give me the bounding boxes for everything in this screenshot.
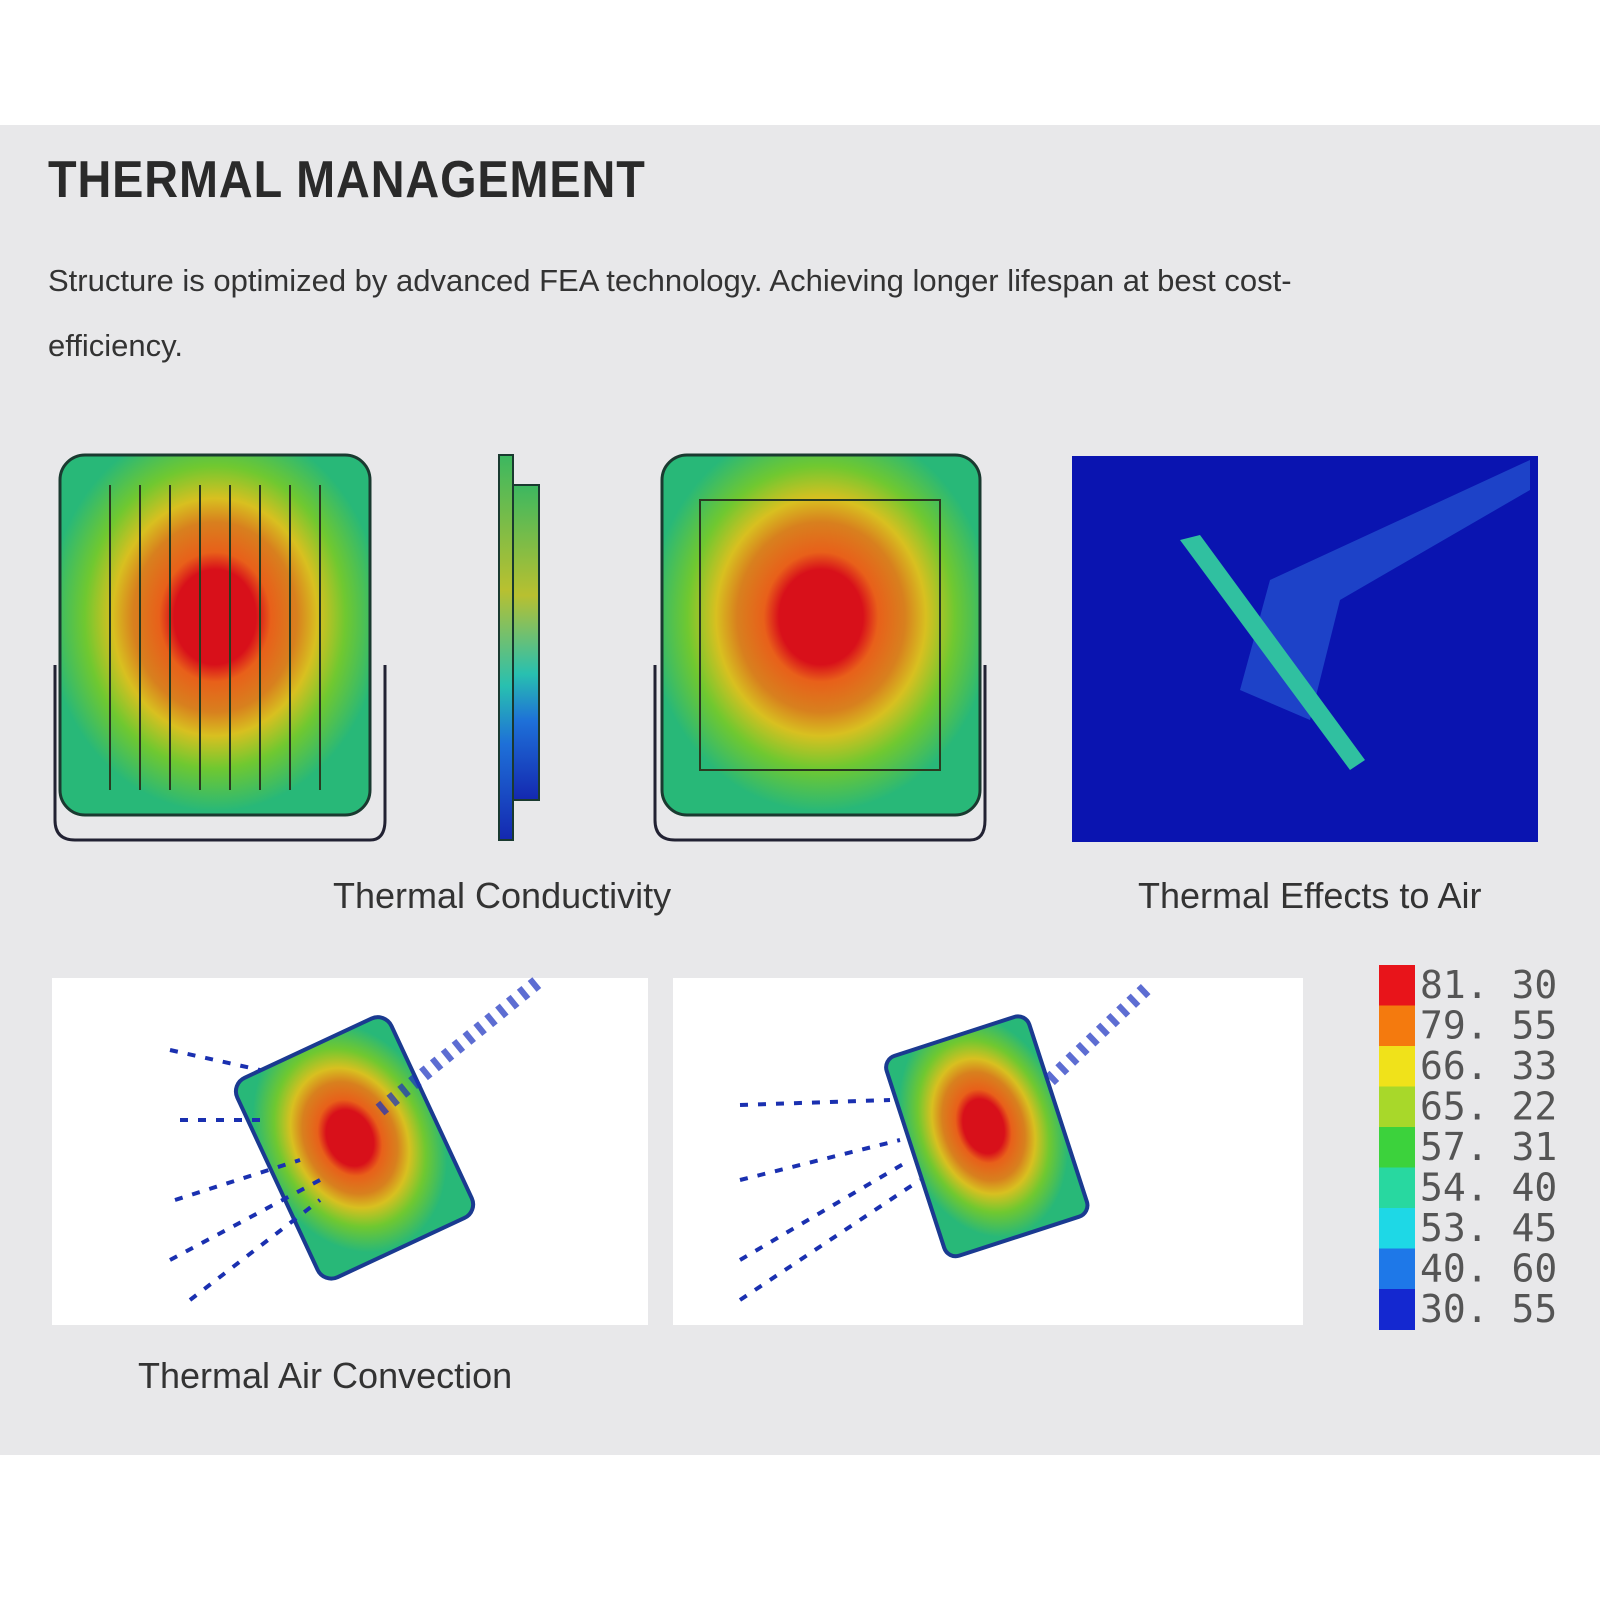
legend-label: 65. 22 bbox=[1420, 1084, 1557, 1128]
legend-swatch bbox=[1379, 1167, 1415, 1209]
legend-label: 57. 31 bbox=[1420, 1125, 1557, 1169]
legend-label: 40. 60 bbox=[1420, 1246, 1557, 1290]
side-view bbox=[498, 454, 540, 841]
caption: Thermal Effects to Air bbox=[1138, 875, 1482, 916]
front-view bbox=[53, 453, 387, 842]
legend-swatch bbox=[1379, 1127, 1415, 1168]
caption: Thermal Conductivity bbox=[333, 875, 672, 916]
legend-label: 66. 33 bbox=[1420, 1044, 1557, 1088]
legend-swatch bbox=[1379, 1289, 1415, 1330]
convection-left bbox=[52, 974, 648, 1325]
convection-right bbox=[673, 978, 1303, 1325]
legend-swatch bbox=[1379, 1248, 1415, 1290]
title: THERMAL MANAGEMENT bbox=[48, 151, 646, 209]
legend-label: 53. 45 bbox=[1420, 1206, 1557, 1250]
legend-label: 81. 30 bbox=[1420, 963, 1557, 1007]
legend-swatch bbox=[1379, 1208, 1415, 1249]
caption: Thermal Air Convection bbox=[138, 1355, 513, 1396]
back-view bbox=[653, 453, 987, 842]
legend-swatch bbox=[1379, 965, 1415, 1006]
legend-label: 79. 55 bbox=[1420, 1003, 1557, 1047]
air-view bbox=[1072, 456, 1538, 842]
legend-swatch bbox=[1379, 1005, 1415, 1047]
legend-label: 30. 55 bbox=[1420, 1287, 1557, 1331]
legend-swatch bbox=[1379, 1046, 1415, 1087]
subtitle: Structure is optimized by advanced FEA t… bbox=[48, 263, 1292, 363]
legend-label: 54. 40 bbox=[1420, 1165, 1557, 1209]
legend-swatch bbox=[1379, 1086, 1415, 1128]
